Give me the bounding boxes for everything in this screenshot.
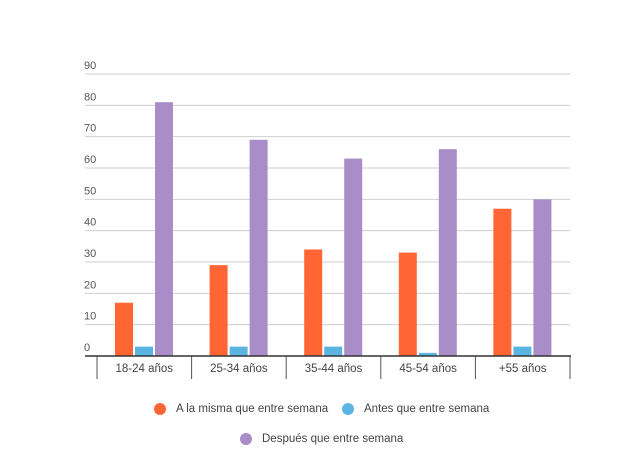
legend-label: Antes que entre semana (364, 403, 490, 415)
y-tick-label: 60 (84, 154, 96, 166)
x-tick-label: 45-54 años (399, 363, 457, 375)
legend-item-before: Antes que entre semana (342, 403, 489, 415)
legend-item-after: Después que entre semana (240, 433, 403, 445)
bar-same (304, 249, 323, 356)
bar-after (249, 139, 268, 356)
legend-swatch-purple (240, 433, 252, 445)
bar-before (324, 346, 343, 356)
bar-same (115, 302, 133, 356)
y-tick-label: 90 (84, 60, 96, 72)
legend-swatch-blue (342, 403, 354, 415)
bar-after (533, 199, 552, 356)
legend-swatch-orange (154, 403, 166, 415)
x-tick-label: 18-24 años (116, 363, 174, 375)
y-tick-label: 20 (84, 279, 96, 291)
y-tick-label: 0 (84, 342, 90, 354)
x-tick-label: 25-34 años (210, 363, 268, 375)
y-tick-label: 70 (84, 123, 96, 135)
x-tick-label: 35-44 años (305, 363, 363, 375)
bar-same (398, 252, 417, 356)
bar-same (493, 208, 512, 356)
legend-label: Después que entre semana (262, 433, 404, 445)
y-tick-label: 80 (84, 91, 96, 103)
bar-before (418, 352, 437, 356)
bar-after (438, 149, 457, 356)
bar-after (344, 158, 363, 356)
bar-same (209, 265, 228, 356)
x-tick-label: +55 años (499, 363, 547, 375)
bar-before (229, 346, 248, 356)
y-tick-label: 50 (84, 185, 96, 197)
y-tick-label: 10 (84, 311, 96, 323)
legend-item-same: A la misma que entre semana (154, 403, 328, 415)
y-tick-label: 40 (84, 217, 96, 229)
legend-label: A la misma que entre semana (176, 403, 329, 415)
bar-after (155, 102, 173, 356)
y-tick-label: 30 (84, 248, 96, 260)
bar-before (513, 346, 532, 356)
bar-before (135, 346, 153, 356)
